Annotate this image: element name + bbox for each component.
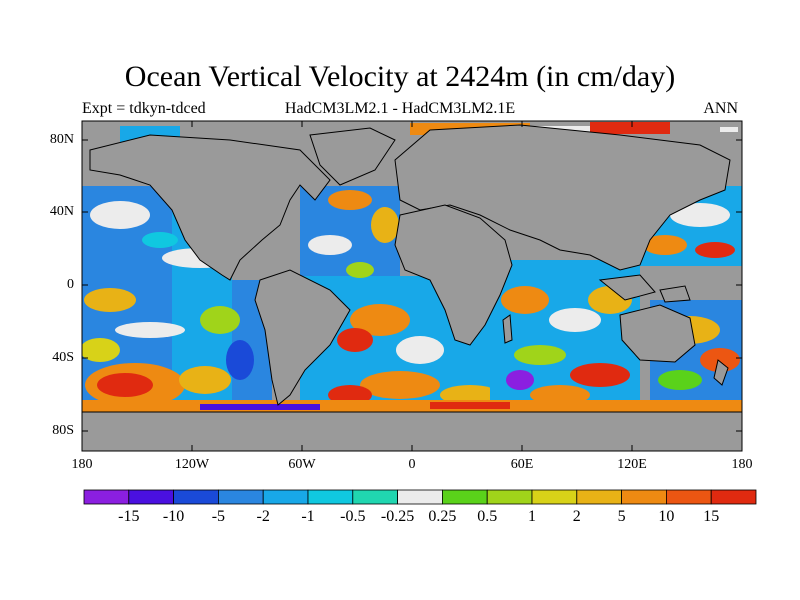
colorbar-swatch bbox=[486, 489, 533, 505]
colorbar-swatch bbox=[531, 489, 578, 505]
lon-label-180w: 180 bbox=[71, 457, 93, 472]
colorbar-swatch bbox=[217, 489, 264, 505]
pacific-east-field bbox=[82, 186, 272, 416]
colorbar-label: 10 bbox=[658, 508, 675, 525]
colorbar-label: 15 bbox=[703, 508, 720, 525]
colorbar-label: -10 bbox=[162, 508, 185, 525]
lon-label-120w: 120W bbox=[174, 457, 210, 472]
colorbar-swatch bbox=[441, 489, 488, 505]
colorbar-swatch bbox=[621, 489, 667, 505]
colorbar-swatch bbox=[307, 489, 354, 505]
lat-label-40n: 40N bbox=[49, 204, 74, 219]
colorbar-swatch bbox=[666, 489, 712, 505]
colorbar-swatch bbox=[173, 489, 219, 505]
lat-label-40s: 40S bbox=[52, 350, 74, 365]
colorbar-swatch bbox=[397, 489, 443, 505]
colorbar-swatch bbox=[128, 489, 175, 505]
colorbar-label: 0.5 bbox=[477, 508, 498, 525]
colorbar-label: -0.25 bbox=[380, 508, 415, 525]
chart-title: Ocean Vertical Velocity at 2424m (in cm/… bbox=[124, 60, 676, 93]
lat-label-80s: 80S bbox=[52, 423, 74, 438]
lat-label-80n: 80N bbox=[49, 132, 74, 147]
lon-label-180e: 180 bbox=[731, 457, 753, 472]
lat-label-0: 0 bbox=[67, 277, 74, 292]
model-label: HadCM3LM2.1 - HadCM3LM2.1E bbox=[284, 100, 516, 117]
colorbar-swatch bbox=[262, 489, 309, 505]
continents bbox=[82, 124, 742, 451]
lon-label-120e: 120E bbox=[617, 457, 647, 472]
colorbar-label: -5 bbox=[211, 508, 226, 525]
axis-ticks bbox=[82, 121, 742, 451]
lon-label-60e: 60E bbox=[510, 457, 534, 472]
lon-label-60w: 60W bbox=[288, 457, 316, 472]
colorbar-label: -1 bbox=[301, 508, 315, 525]
colorbar-swatch bbox=[83, 489, 130, 505]
colorbar-label: 0.25 bbox=[428, 508, 457, 525]
lon-label-0: 0 bbox=[408, 457, 416, 472]
colorbar-label: -15 bbox=[118, 508, 140, 525]
colorbar-label: 5 bbox=[617, 508, 626, 525]
colorbar-swatch bbox=[710, 489, 757, 505]
colorbar-swatch bbox=[352, 489, 398, 505]
colorbar-label: 2 bbox=[572, 508, 581, 525]
colorbar-swatch bbox=[576, 489, 622, 505]
colorbar-label: -0.5 bbox=[340, 508, 366, 525]
colorbar-label: -2 bbox=[256, 508, 270, 525]
season-label: ANN bbox=[703, 100, 738, 117]
colorbar-label: 1 bbox=[528, 508, 536, 525]
experiment-label: Expt = tdkyn-tdced bbox=[82, 100, 206, 117]
